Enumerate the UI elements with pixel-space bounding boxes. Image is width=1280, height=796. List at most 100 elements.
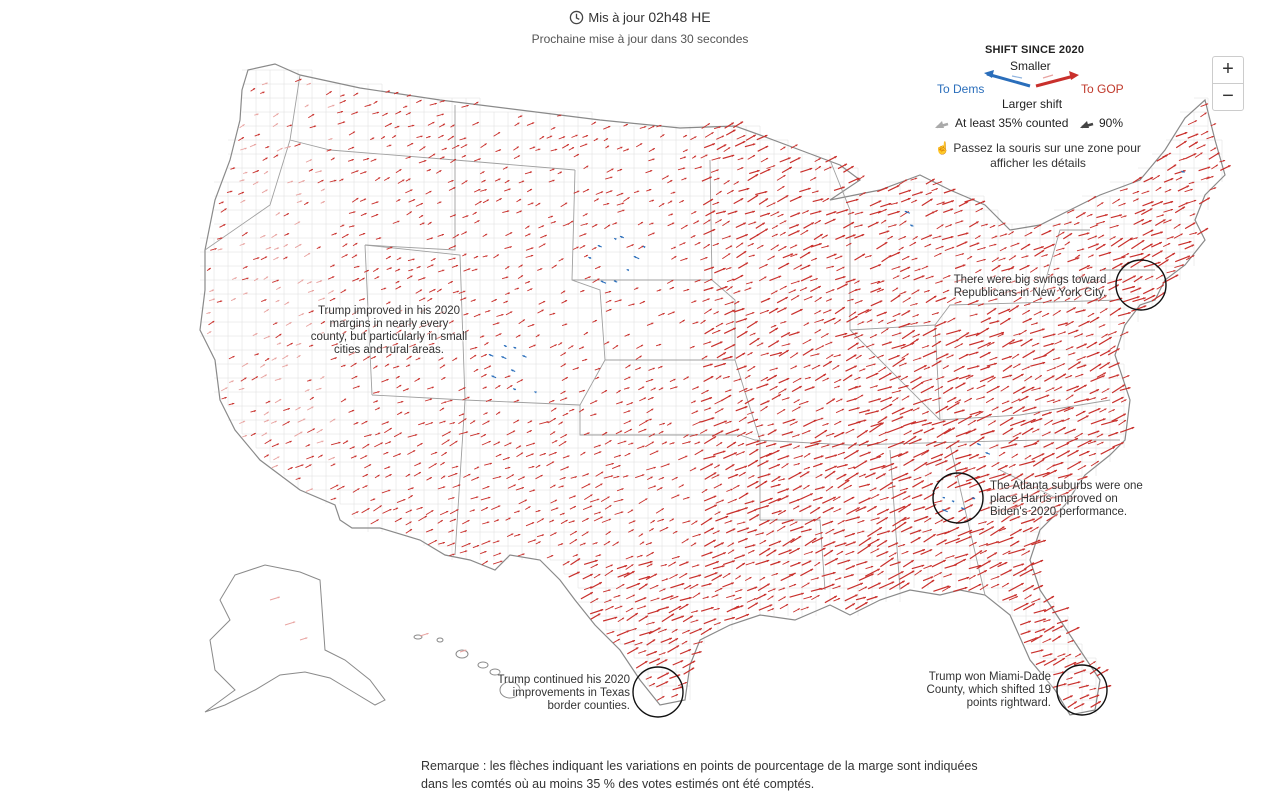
shift-arrow-head [614, 616, 618, 619]
shift-arrow-head [564, 300, 568, 303]
shift-arrow-head [310, 488, 313, 491]
shift-arrow-head [234, 277, 237, 280]
shift-arrow-head [473, 299, 476, 302]
shift-arrow-head [1119, 214, 1122, 217]
shift-arrow-head [946, 585, 950, 588]
shift-arrow-head [553, 431, 556, 434]
shift-arrow-head [902, 580, 905, 583]
shift-arrow-head [903, 522, 907, 525]
shift-arrow-head [1060, 386, 1063, 389]
shift-arrow-head [563, 352, 566, 355]
shift-arrow-head [1062, 247, 1065, 250]
shift-arrow-head [1170, 201, 1174, 204]
shift-arrow-head [818, 286, 821, 289]
shift-arrow-head [1147, 190, 1150, 193]
shift-arrow-head [546, 421, 549, 423]
shift-arrow-head [986, 328, 989, 331]
shift-arrow-head [707, 123, 710, 126]
shift-arrow-head [673, 561, 676, 564]
shift-arrow-head [418, 462, 421, 465]
shift-arrow-head [834, 454, 838, 457]
shift-arrow-head [690, 615, 693, 618]
shift-arrow [955, 430, 972, 438]
shift-arrow-head [1027, 310, 1030, 312]
shift-arrow [1008, 548, 1026, 555]
shift-arrow-head [1001, 333, 1004, 336]
shift-arrow-head [464, 137, 467, 140]
shift-arrow-head [1102, 221, 1105, 223]
shift-arrow-head [799, 378, 802, 380]
shift-arrow-head [985, 223, 988, 226]
shift-arrow-head [1151, 201, 1154, 204]
shift-arrow [998, 473, 1012, 481]
shift-arrow-head [365, 474, 368, 476]
shift-arrow-head [1009, 569, 1012, 572]
shift-arrow-head [1004, 247, 1007, 250]
shift-arrow-head [855, 198, 859, 202]
shift-arrow-head [473, 420, 476, 423]
shift-arrow-head [453, 245, 456, 248]
shift-arrow-head [949, 224, 952, 227]
shift-arrow-head [900, 426, 904, 429]
shift-arrow-head [532, 465, 535, 468]
shift-arrow-head [901, 441, 905, 444]
shift-arrow-head [696, 584, 699, 586]
shift-arrow-head [656, 585, 659, 587]
shift-arrow-head [1057, 267, 1060, 270]
shift-arrow-head [1143, 305, 1147, 308]
shift-arrow-head [887, 530, 891, 533]
shift-arrow-head [909, 430, 912, 433]
shift-arrow-head [488, 365, 491, 368]
shift-arrow-head [531, 254, 534, 257]
shift-arrow-head [907, 197, 911, 201]
shift-arrow-head [718, 126, 721, 129]
shift-arrow-head [1117, 198, 1120, 201]
shift-arrow-head [814, 177, 817, 180]
shift-arrow-head [595, 224, 598, 227]
shift-arrow-head [621, 511, 624, 514]
shift-arrow-head [642, 386, 645, 389]
shift-arrow-head [388, 441, 391, 444]
shift-arrow-head [661, 508, 664, 511]
shift-arrow-head [818, 220, 821, 223]
shift-arrow-head [1042, 361, 1046, 365]
shift-arrow-head [600, 609, 604, 612]
shift-arrow-head [538, 541, 541, 544]
shift-arrow-head [820, 474, 823, 477]
shift-arrow-head [512, 430, 516, 433]
shift-arrow-head [1094, 342, 1098, 345]
shift-arrow-head [929, 398, 932, 400]
shift-arrow-head [776, 244, 779, 247]
shift-arrow-head [861, 234, 865, 237]
shift-arrow-head [1049, 299, 1052, 302]
shift-arrow-head [1029, 338, 1033, 342]
shift-arrow-head [1029, 376, 1033, 378]
shift-arrow-head [797, 434, 800, 437]
shift-arrow-head [775, 327, 778, 331]
shift-arrow-head [1010, 537, 1014, 540]
shift-arrow-head [717, 530, 720, 533]
shift-arrow-head [1161, 274, 1164, 277]
shift-arrow-head [748, 375, 751, 378]
shift-arrow-head [698, 592, 701, 595]
shift-arrow-head [922, 549, 925, 552]
shift-arrow-head [696, 386, 699, 389]
shift-arrow-head [593, 121, 596, 124]
shift-arrow-head [736, 428, 740, 432]
shift-arrow-head [991, 526, 994, 529]
shift-arrow-head [832, 529, 835, 531]
shift-arrow-head [817, 595, 820, 597]
shift-arrow-head [376, 214, 379, 216]
shift-arrow-head [590, 592, 593, 595]
shift-arrow-head [320, 429, 323, 432]
shift-arrow-head [472, 509, 475, 512]
shift-arrow-head [1060, 625, 1064, 628]
shift-arrow [824, 557, 839, 566]
shift-arrow [844, 472, 859, 482]
shift-arrow-head [936, 486, 939, 489]
shift-arrow-head [984, 521, 987, 524]
shift-arrow-head [245, 292, 248, 295]
shift-arrow-head [618, 454, 621, 457]
shift-arrow-head [789, 167, 792, 170]
